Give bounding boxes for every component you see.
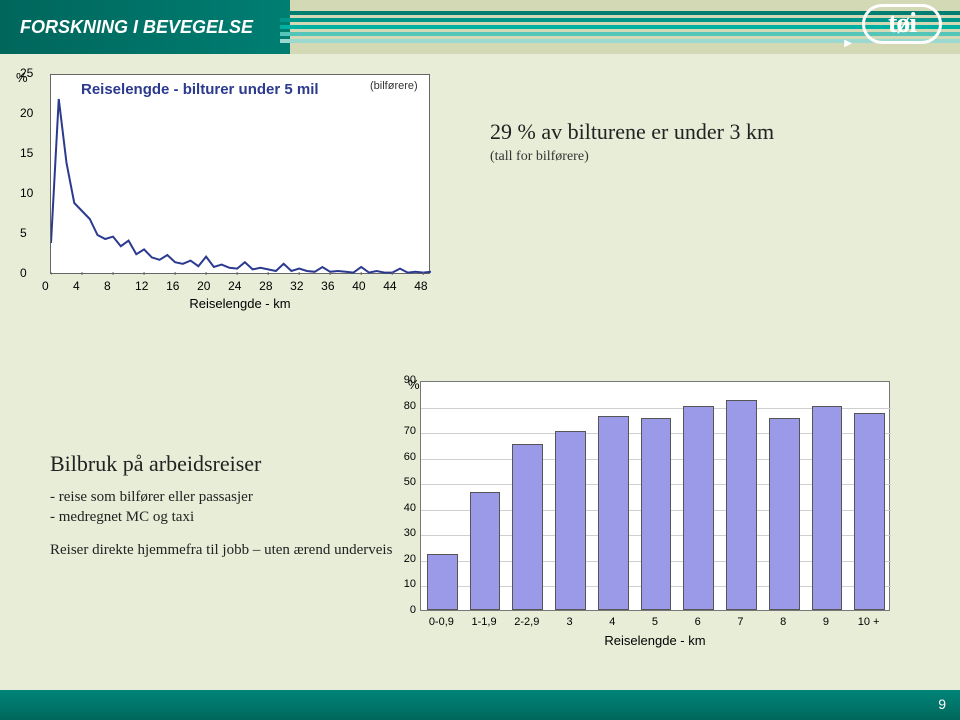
line-x-tick: 4 <box>73 279 80 293</box>
bar <box>427 554 458 610</box>
line-chart: Reiselengde - bilturer under 5 mil (bilf… <box>50 74 430 274</box>
bar-x-tick: 4 <box>591 616 634 628</box>
bar-x-tick: 2-2,9 <box>505 616 548 628</box>
line-x-tick: 12 <box>135 279 148 293</box>
logo-arrow-icon: ▶ <box>844 38 852 49</box>
line-y-tick: 15 <box>20 146 33 160</box>
line-x-tick: 40 <box>352 279 365 293</box>
bar-x-tick: 6 <box>676 616 719 628</box>
bar-x-tick: 7 <box>719 616 762 628</box>
header-stripes <box>280 0 960 54</box>
line-x-tick: 48 <box>414 279 427 293</box>
left-heading: Bilbruk på arbeidsreiser <box>50 451 400 477</box>
line-x-tick: 32 <box>290 279 303 293</box>
bar-y-tick: 80 <box>398 400 416 412</box>
line-x-tick: 44 <box>383 279 396 293</box>
bar-x-tick: 1-1,9 <box>463 616 506 628</box>
line-x-axis-title: Reiselengde - km <box>50 296 430 311</box>
bar <box>555 431 586 610</box>
line-chart-region: % Reiselengde - bilturer under 5 mil (bi… <box>50 74 920 311</box>
logo: tøi <box>862 4 942 44</box>
line-x-tick: 36 <box>321 279 334 293</box>
bar <box>683 406 714 610</box>
header-title: FORSKNING I BEVEGELSE <box>20 17 253 38</box>
footer-bar <box>0 690 960 720</box>
bar-x-tick: 0-0,9 <box>420 616 463 628</box>
bar <box>512 444 543 610</box>
logo-text: tøi <box>888 8 916 40</box>
bar-y-tick: 40 <box>398 502 416 514</box>
line-x-tick: 24 <box>228 279 241 293</box>
line-y-tick: 20 <box>20 106 33 120</box>
line-y-tick: 5 <box>20 226 27 240</box>
line-y-tick: 0 <box>20 266 27 280</box>
line-y-tick: 10 <box>20 186 33 200</box>
bar-y-tick: 10 <box>398 578 416 590</box>
bar-y-tick: 50 <box>398 476 416 488</box>
bar <box>726 400 757 610</box>
page-number: 9 <box>938 696 946 712</box>
line-y-tick: 25 <box>20 66 33 80</box>
bar-y-tick: 20 <box>398 553 416 565</box>
bar-y-tick: 60 <box>398 451 416 463</box>
bar-chart-region: % 0-0,91-1,92-2,9345678910 + Reiselengde… <box>420 381 890 648</box>
side-text-line1: 29 % av bilturene er under 3 km <box>490 119 774 145</box>
bar-x-tick: 5 <box>634 616 677 628</box>
line-x-tick: 16 <box>166 279 179 293</box>
left-para1: - reise som bilfører eller passasjer- me… <box>50 487 400 528</box>
side-text: 29 % av bilturene er under 3 km (tall fo… <box>490 119 774 165</box>
bar-x-axis-title: Reiselengde - km <box>420 633 890 648</box>
left-text-block: Bilbruk på arbeidsreiser - reise som bil… <box>50 381 400 648</box>
bar-x-tick: 9 <box>805 616 848 628</box>
bar <box>641 418 672 610</box>
bar-x-tick: 10 + <box>847 616 890 628</box>
line-x-tick: 28 <box>259 279 272 293</box>
bar <box>769 418 800 610</box>
bar-chart <box>420 381 890 611</box>
bar-y-tick: 70 <box>398 425 416 437</box>
left-para2: Reiser direkte hjemmefra til jobb – uten… <box>50 540 400 560</box>
header: FORSKNING I BEVEGELSE ▶ tøi <box>0 0 960 54</box>
bar-y-tick: 0 <box>398 604 416 616</box>
line-x-tick: 0 <box>42 279 49 293</box>
bar-y-tick: 90 <box>398 374 416 386</box>
line-x-tick: 8 <box>104 279 111 293</box>
side-text-line2: (tall for bilførere) <box>490 149 774 165</box>
bar-y-tick: 30 <box>398 527 416 539</box>
bar <box>812 406 843 610</box>
bar <box>598 416 629 610</box>
line-x-tick: 20 <box>197 279 210 293</box>
bar <box>854 413 885 610</box>
bar <box>470 492 501 610</box>
bar-x-tick: 3 <box>548 616 591 628</box>
bar-x-tick: 8 <box>762 616 805 628</box>
